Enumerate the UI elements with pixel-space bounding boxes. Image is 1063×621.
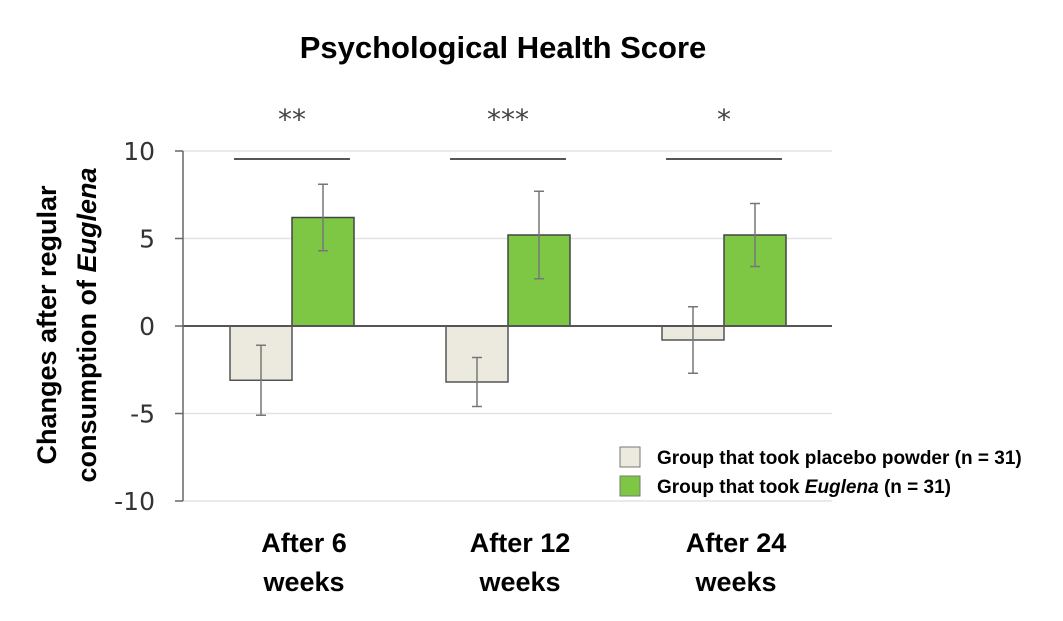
x-category-label: weeks <box>262 567 344 597</box>
chart-title: Psychological Health Score <box>300 30 707 65</box>
legend: Group that took placebo powder (n = 31) … <box>619 446 1022 498</box>
y-tick-label: -5 <box>130 400 155 429</box>
y-tick-label: 10 <box>123 137 155 166</box>
bars: ** *** * <box>183 103 832 416</box>
axes: 10 5 0 -5 -10 After 6 weeks After 12 weeks After … <box>114 137 786 597</box>
x-category-label: weeks <box>478 567 560 597</box>
x-category-label: After 12 <box>470 528 571 558</box>
y-axis-label-line2: consumption of Euglena <box>72 167 102 482</box>
y-tick-label: 0 <box>139 312 155 341</box>
x-category-label: After 6 <box>261 528 347 558</box>
legend-swatch-placebo <box>619 446 641 468</box>
legend-label-euglena: Group that took Euglena (n = 31) <box>657 477 951 498</box>
y-tick-label: 5 <box>139 225 155 254</box>
significance-stars: *** <box>487 103 529 136</box>
x-category-label: weeks <box>694 567 776 597</box>
y-tick-label: -10 <box>114 487 155 516</box>
y-axis-label-line1: Changes after regular <box>32 185 62 465</box>
significance-stars: ** <box>278 103 306 136</box>
x-category-label: After 24 <box>686 528 787 558</box>
y-axis-label: Changes after regular consumption of Eug… <box>32 167 102 482</box>
legend-swatch-euglena <box>619 475 641 497</box>
legend-label-placebo: Group that took placebo powder (n = 31) <box>657 448 1022 469</box>
significance-stars: * <box>717 103 731 136</box>
